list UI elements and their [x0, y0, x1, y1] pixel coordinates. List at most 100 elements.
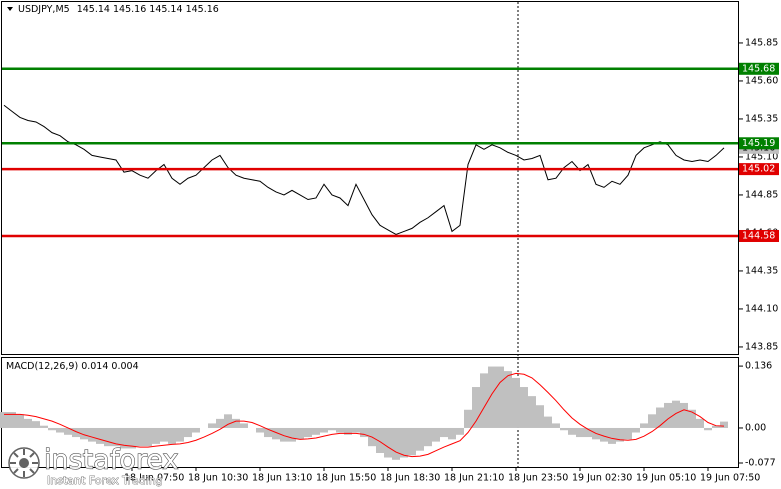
macd-bar	[704, 427, 712, 431]
macd-bar	[72, 427, 80, 438]
x-tick-label: 18 Jun 18:30	[380, 473, 440, 484]
macd-bar	[168, 427, 176, 444]
y-tick-label: -0.077	[745, 457, 776, 468]
macd-bar	[272, 427, 280, 440]
close: 145.16	[186, 4, 219, 15]
price-line	[3, 104, 725, 236]
macd-bar	[16, 414, 24, 428]
macd-bar	[480, 373, 488, 428]
high: 145.16	[113, 4, 146, 15]
y-tick-label: 143.85	[745, 341, 778, 352]
macd-bar	[720, 421, 728, 428]
macd-bar	[408, 427, 416, 456]
macd-bar	[224, 414, 232, 428]
logo-core	[19, 458, 29, 468]
macd-bar	[624, 427, 632, 440]
y-tick-label: 144.85	[745, 189, 778, 200]
macd-bar	[520, 387, 528, 428]
macd-bar	[216, 418, 224, 428]
macd-bar	[376, 427, 384, 453]
y-tick-label: 0.00	[745, 422, 766, 433]
macd-bar	[416, 427, 424, 451]
x-tick-label: 18 Jun 23:50	[508, 473, 568, 484]
x-tick-label: 19 Jun 02:30	[572, 473, 632, 484]
watermark: instaforex Instant Forex Trading	[8, 444, 179, 487]
macd-header: MACD(12,26,9) 0.014 0.004	[6, 361, 139, 372]
macd-bar	[144, 427, 152, 447]
watermark-slogan: Instant Forex Trading	[47, 474, 163, 487]
macd-bar	[616, 427, 624, 442]
signal-line	[4, 372, 725, 458]
macd-bar	[392, 427, 400, 460]
macd-bar	[656, 407, 664, 428]
macd-bar	[712, 425, 720, 428]
macd-bar	[104, 427, 112, 447]
macd-bar	[472, 387, 480, 428]
macd-bar	[432, 427, 440, 442]
symbol: USDJPY,M5	[18, 4, 70, 15]
macd-bar	[304, 427, 312, 438]
macd-bar	[296, 427, 304, 440]
macd-bar	[512, 377, 520, 428]
x-tick-label: 19 Jun 05:10	[636, 473, 696, 484]
level-box	[739, 163, 779, 176]
macd-bar	[352, 427, 360, 433]
macd-bar	[344, 427, 352, 435]
open: 145.14	[77, 4, 110, 15]
low: 145.14	[149, 4, 182, 15]
macd-bar	[136, 427, 144, 447]
macd-bar	[256, 427, 264, 433]
macd-bar	[96, 427, 104, 444]
macd-bar	[56, 427, 64, 433]
macd-bar	[400, 427, 408, 458]
macd-bar	[192, 427, 200, 433]
macd-bar	[232, 418, 240, 428]
macd-bar	[504, 371, 512, 428]
chart-header: USDJPY,M5 145.14 145.16 145.14 145.16	[18, 4, 219, 15]
y-tick-label: 145.60	[745, 75, 778, 86]
macd-bar	[208, 423, 216, 428]
macd-bar	[496, 366, 504, 428]
macd-bar	[544, 416, 552, 428]
macd-bar	[640, 423, 648, 428]
level-label: 145.19	[742, 138, 775, 149]
macd-bar	[440, 427, 448, 438]
level-box	[739, 229, 779, 242]
macd-bar	[608, 427, 616, 444]
macd-bar	[64, 427, 72, 435]
y-tick-label: 0.136	[745, 361, 772, 372]
macd-bar	[360, 427, 368, 438]
macd-bar	[48, 427, 56, 431]
x-tick-label: 18 Jun 07:50	[124, 473, 184, 484]
macd-bar	[632, 427, 640, 433]
macd-bar	[80, 427, 88, 440]
macd-bar	[384, 427, 392, 458]
macd-bar	[120, 427, 128, 449]
macd-bar	[24, 418, 32, 428]
macd-bar	[88, 427, 96, 442]
macd-bar	[552, 423, 560, 428]
macd-title: MACD(12,26,9)	[6, 361, 78, 372]
macd-bar	[456, 427, 464, 435]
level-label: 144.58	[742, 230, 775, 241]
macd-bar	[464, 409, 472, 428]
x-tick-label: 18 Jun 21:10	[444, 473, 504, 484]
y-tick-label: 145.10	[745, 151, 778, 162]
macd-bar	[8, 412, 16, 428]
macd-bar	[264, 427, 272, 438]
macd-bar	[128, 427, 136, 449]
logo-spokes	[10, 449, 38, 477]
price-panel	[1, 1, 739, 355]
level-label: 145.02	[742, 164, 775, 175]
macd-bar	[584, 427, 592, 438]
macd-bar	[688, 409, 696, 428]
macd-bar	[488, 366, 496, 428]
level-box	[739, 62, 779, 75]
macd-bar	[680, 402, 688, 428]
macd-bar	[424, 427, 432, 447]
level-box	[739, 137, 779, 150]
macd-bar	[536, 405, 544, 428]
macd-bar	[320, 427, 328, 433]
